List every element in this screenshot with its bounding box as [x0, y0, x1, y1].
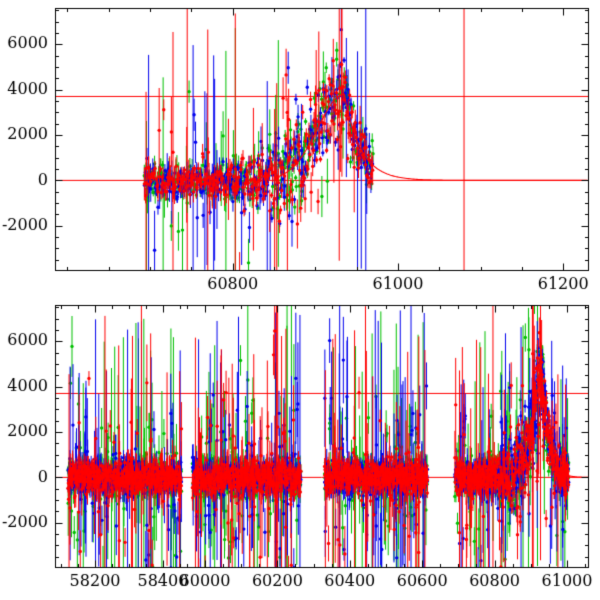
- light-curves-canvas: [0, 0, 600, 600]
- light-curve-figure: [0, 0, 600, 600]
